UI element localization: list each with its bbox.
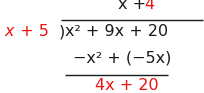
- Text: + 5: + 5: [15, 24, 49, 39]
- Text: x: x: [4, 24, 13, 39]
- Text: x +: x +: [117, 0, 150, 12]
- Text: x² + 9x + 20: x² + 9x + 20: [64, 24, 167, 39]
- Text: −x² + (−5x): −x² + (−5x): [72, 50, 170, 65]
- Text: 4: 4: [144, 0, 154, 12]
- Text: ): ): [58, 24, 64, 39]
- Text: 4x + 20: 4x + 20: [95, 78, 158, 93]
